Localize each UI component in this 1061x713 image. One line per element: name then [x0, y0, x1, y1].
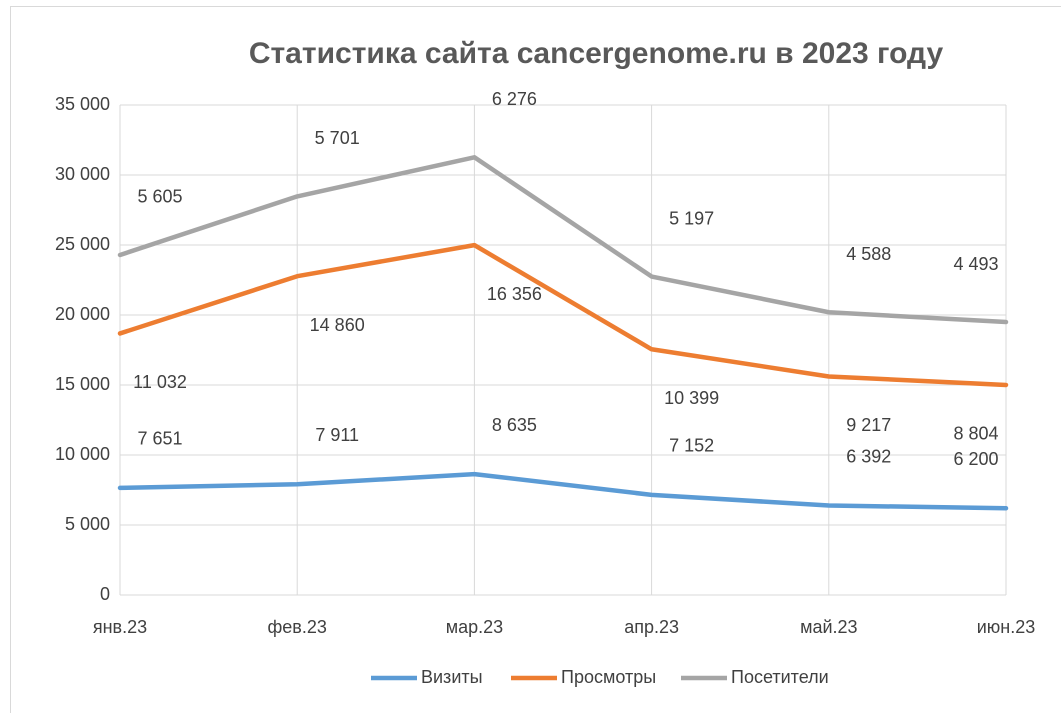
- y-tick-label: 35 000: [55, 94, 110, 114]
- data-label: 5 701: [315, 128, 360, 148]
- data-label: 11 032: [133, 372, 187, 392]
- data-label: 6 392: [846, 446, 891, 466]
- data-label: 14 860: [310, 315, 365, 335]
- x-tick-label: мар.23: [446, 617, 503, 637]
- data-label: 7 651: [137, 429, 182, 449]
- series-line: [117, 155, 1009, 325]
- legend-label: Визиты: [421, 667, 483, 687]
- data-label: 5 605: [137, 187, 182, 207]
- y-tick-label: 25 000: [55, 234, 110, 254]
- legend-label: Посетители: [731, 667, 829, 687]
- data-label: 5 197: [669, 208, 714, 228]
- chart-border: [10, 6, 1061, 713]
- x-tick-label: июн.23: [977, 617, 1036, 637]
- x-tick-label: янв.23: [93, 617, 147, 637]
- y-tick-label: 5 000: [65, 514, 110, 534]
- x-tick-label: май.23: [800, 617, 857, 637]
- data-label: 6 200: [953, 449, 998, 469]
- chart-title: Статистика сайта cancergenome.ru в 2023 …: [249, 37, 944, 70]
- data-label: 10 399: [664, 388, 719, 408]
- x-tick-label: фев.23: [267, 617, 326, 637]
- y-tick-label: 0: [100, 584, 110, 604]
- y-tick-label: 10 000: [55, 444, 110, 464]
- y-tick-label: 30 000: [55, 164, 110, 184]
- series-line: [117, 242, 1009, 388]
- data-label: 7 911: [315, 425, 359, 445]
- data-label: 4 493: [953, 254, 998, 274]
- data-label: 8 635: [492, 415, 537, 435]
- data-label: 4 588: [846, 244, 891, 264]
- x-tick-label: апр.23: [624, 617, 679, 637]
- y-tick-label: 20 000: [55, 304, 110, 324]
- data-label: 7 152: [669, 436, 714, 456]
- legend-label: Просмотры: [561, 667, 656, 687]
- data-label: 6 276: [492, 89, 537, 109]
- data-label: 16 356: [487, 284, 542, 304]
- data-label: 9 217: [846, 415, 891, 435]
- y-tick-label: 15 000: [55, 374, 110, 394]
- series-line: [117, 471, 1009, 511]
- data-label: 8 804: [953, 424, 998, 444]
